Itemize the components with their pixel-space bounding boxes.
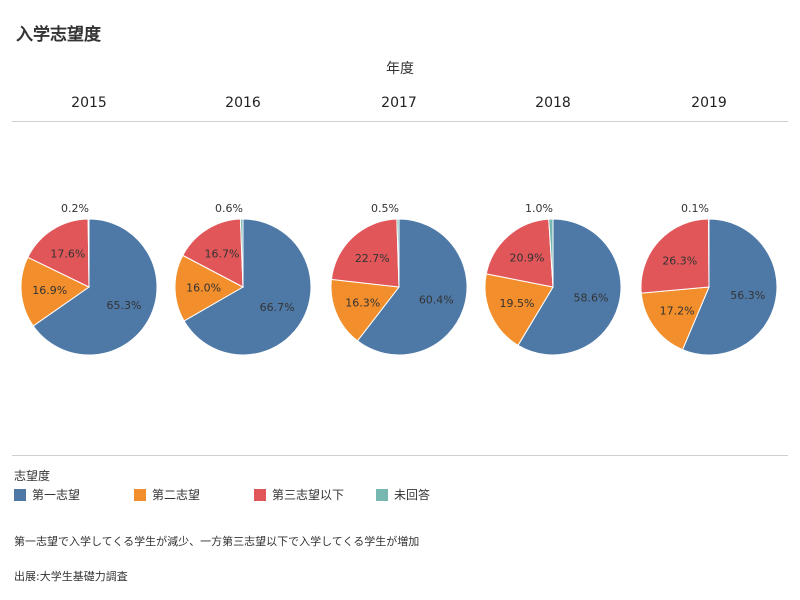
pie-slice-2018-2 — [485, 218, 554, 288]
pie-slice-2015-0 — [32, 218, 158, 356]
slice-label-2019-3: 0.1% — [681, 202, 709, 215]
legend: 第一志望 第二志望 第三志望以下 未回答 — [14, 486, 794, 504]
slice-label-2015-2: 17.6% — [50, 248, 85, 261]
legend-label: 第二志望 — [152, 488, 201, 502]
legend-label: 未回答 — [394, 488, 431, 502]
slice-label-2016-2: 16.7% — [205, 248, 240, 261]
slice-label-2016-3: 0.6% — [215, 202, 243, 215]
slice-label-2016-0: 66.7% — [260, 301, 295, 314]
legend-label: 第一志望 — [32, 488, 81, 502]
legend-divider — [12, 455, 788, 456]
pie-slice-2017-2 — [330, 218, 400, 288]
slice-label-2018-3: 1.0% — [525, 202, 553, 215]
slice-label-2015-0: 65.3% — [107, 299, 142, 312]
pie-slice-2016-0 — [183, 218, 312, 356]
slice-label-2018-0: 58.6% — [574, 292, 609, 305]
legend-swatch — [134, 488, 146, 501]
pie-slice-2019-0 — [681, 218, 778, 356]
pie-charts: 2015 65.3% 16.9% 17.6% 0.2% 2016 66.7% 16.0% 16.… — [20, 95, 778, 356]
pie-slice-2019-2 — [640, 218, 710, 294]
legend-item-3: 未回答 — [376, 486, 430, 503]
slice-label-2017-0: 60.4% — [419, 294, 454, 307]
pie-slice-2018-0 — [517, 218, 622, 356]
pie-slice-2016-1 — [174, 254, 245, 322]
year-label-2017: 2017 — [381, 95, 417, 111]
year-label-2019: 2019 — [691, 95, 727, 111]
year-label-2018: 2018 — [535, 95, 571, 111]
slice-label-2017-3: 0.5% — [371, 202, 399, 215]
slice-label-2019-2: 26.3% — [662, 255, 697, 268]
slice-label-2019-1: 17.2% — [660, 304, 695, 317]
source-note: 出展:大学生基礎力調査 — [14, 570, 128, 583]
pie-slice-2017-0 — [356, 218, 468, 356]
slice-label-2015-3: 0.2% — [61, 202, 89, 215]
slice-label-2018-1: 19.5% — [500, 297, 535, 310]
pie-slice-2017-1 — [330, 278, 400, 342]
year-label-2015: 2015 — [71, 95, 107, 111]
slice-label-2018-2: 20.9% — [510, 251, 545, 264]
page-title: 入学志望度 — [16, 25, 101, 45]
legend-swatch — [14, 488, 26, 501]
legend-item-0: 第一志望 — [14, 486, 80, 503]
pie-slice-2018-3 — [548, 218, 554, 288]
legend-swatch — [376, 488, 388, 501]
pie-slice-2016-3 — [239, 218, 244, 288]
legend-label: 第三志望以下 — [272, 488, 345, 502]
header-divider — [12, 121, 788, 122]
pie-slice-2015-1 — [20, 256, 90, 327]
slice-label-2017-2: 22.7% — [355, 252, 390, 265]
pie-slice-2015-3 — [87, 218, 90, 288]
slice-label-2016-1: 16.0% — [186, 282, 221, 295]
chart-note: 第一志望で入学してくる学生が減少、一方第三志望以下で入学してくる学生が増加 — [14, 535, 420, 548]
legend-item-1: 第二志望 — [134, 486, 200, 503]
legend-title: 志望度 — [14, 469, 51, 483]
slice-label-2019-0: 56.3% — [730, 289, 765, 302]
pie-slice-2017-3 — [396, 218, 400, 288]
year-label-2016: 2016 — [225, 95, 261, 111]
pie-slice-2016-2 — [182, 218, 244, 288]
legend-item-2: 第三志望以下 — [254, 486, 344, 503]
column-header-label: 年度 — [386, 61, 414, 77]
legend-swatch — [254, 488, 266, 501]
slice-label-2015-1: 16.9% — [32, 284, 67, 297]
pie-slice-2018-1 — [484, 273, 554, 346]
pie-slice-2019-1 — [640, 286, 710, 351]
slice-label-2017-1: 16.3% — [345, 296, 380, 309]
pie-slice-2015-2 — [27, 218, 90, 288]
